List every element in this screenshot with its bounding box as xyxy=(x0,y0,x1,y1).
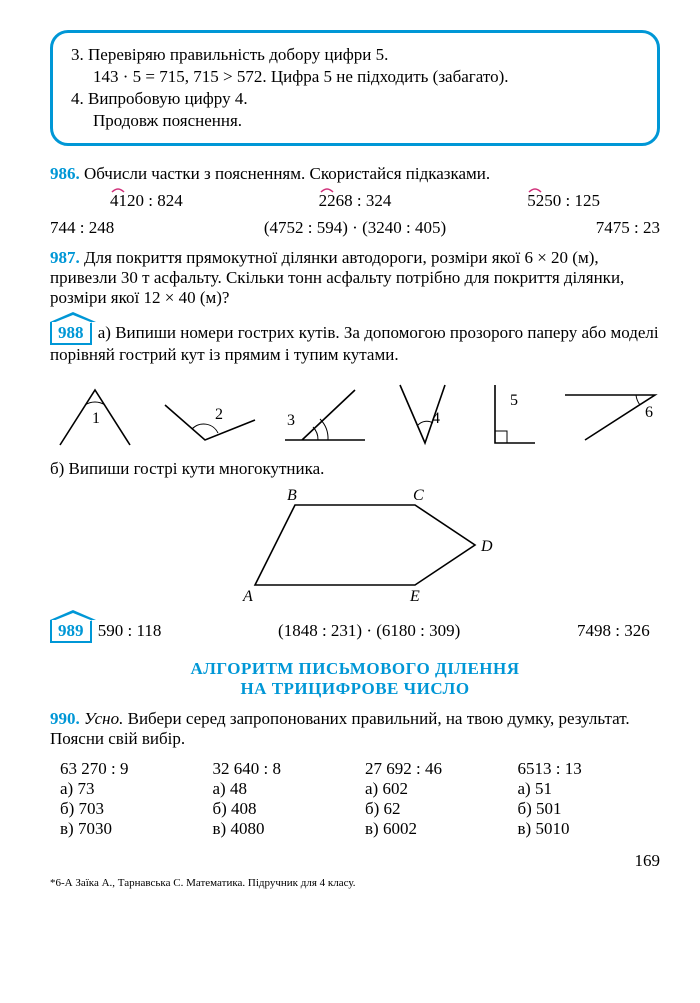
expr: 63 270 : 9 xyxy=(60,759,203,779)
home-icon: 989 xyxy=(50,620,92,643)
expr: 7498 : 326 xyxy=(577,621,650,641)
problem-text: а) Випиши номери гострих кутів. За допом… xyxy=(50,323,659,364)
problem-989: 989 590 : 118 (1848 : 231) · (6180 : 309… xyxy=(50,620,660,643)
opt: б) 62 xyxy=(365,799,508,819)
problem-987: 987. Для покриття прямокутної ділянки ав… xyxy=(50,248,660,308)
box-line: 4. Випробовую цифру 4. xyxy=(71,89,639,109)
opt: а) 48 xyxy=(213,779,356,799)
svg-text:6: 6 xyxy=(645,404,653,421)
svg-text:5: 5 xyxy=(510,392,518,409)
problem-text-b: б) Випиши гострі кути многокутника. xyxy=(50,459,660,479)
expr: (1848 : 231) · (6180 : 309) xyxy=(278,621,460,641)
problem-text: Для покриття прямокутної ділянки автодор… xyxy=(50,248,624,307)
expr: 590 : 118 xyxy=(98,621,162,641)
expr: 6513 : 13 xyxy=(518,759,661,779)
box-line: 3. Перевіряю правильність добору цифри 5… xyxy=(71,45,639,65)
opt: в) 7030 xyxy=(60,819,203,839)
expr: 32 640 : 8 xyxy=(213,759,356,779)
opt: а) 602 xyxy=(365,779,508,799)
opt: в) 4080 xyxy=(213,819,356,839)
opt: б) 703 xyxy=(60,799,203,819)
angles-figure: 1 2 3 4 5 6 xyxy=(50,375,660,449)
problem-990: 990. Усно. Вибери серед запропонованих п… xyxy=(50,709,660,839)
opt: а) 73 xyxy=(60,779,203,799)
opt: б) 501 xyxy=(518,799,661,819)
opt: б) 408 xyxy=(213,799,356,819)
expr: 7475 : 23 xyxy=(596,218,660,238)
svg-text:1: 1 xyxy=(92,410,100,427)
opt: а) 51 xyxy=(518,779,661,799)
expr: 744 : 248 xyxy=(50,218,114,238)
expr: 4120 : 824 xyxy=(110,191,183,211)
svg-text:C: C xyxy=(413,487,424,504)
problem-986: 986. Обчисли частки з поясненням. Скорис… xyxy=(50,164,660,238)
problem-number: 990. xyxy=(50,709,80,728)
problem-text: Обчисли частки з поясненням. Скористайся… xyxy=(84,164,490,183)
page-number: 169 xyxy=(50,851,660,871)
box-line: Продовж пояснення. xyxy=(71,111,639,131)
opt: в) 5010 xyxy=(518,819,661,839)
expr: 5250 : 125 xyxy=(527,191,600,211)
expr: 27 692 : 46 xyxy=(365,759,508,779)
problem-number: 987. xyxy=(50,248,80,267)
svg-text:2: 2 xyxy=(215,406,223,423)
opt: в) 6002 xyxy=(365,819,508,839)
svg-text:A: A xyxy=(242,588,253,605)
svg-text:D: D xyxy=(480,538,493,555)
box-line: 143 · 5 = 715, 715 > 572. Цифра 5 не під… xyxy=(71,67,639,87)
instruction-box: 3. Перевіряю правильність добору цифри 5… xyxy=(50,30,660,146)
svg-text:3: 3 xyxy=(287,412,295,429)
section-title: АЛГОРИТМ ПИСЬМОВОГО ДІЛЕННЯ НА ТРИЦИФРОВ… xyxy=(50,659,660,699)
problem-text: Вибери серед запропонованих правильний, … xyxy=(50,709,630,748)
svg-text:4: 4 xyxy=(432,410,440,427)
polygon-figure: A B C D E xyxy=(50,485,660,610)
problem-number: 986. xyxy=(50,164,80,183)
svg-text:B: B xyxy=(287,487,297,504)
footnote: *6-А Заїка А., Тарнавська С. Математика.… xyxy=(50,877,660,889)
svg-text:E: E xyxy=(409,588,420,605)
expr: 2268 : 324 xyxy=(319,191,392,211)
expr: (4752 : 594) · (3240 : 405) xyxy=(264,218,446,238)
problem-988: 988 а) Випиши номери гострих кутів. За д… xyxy=(50,322,660,610)
lead: Усно. xyxy=(84,709,123,728)
home-icon: 988 xyxy=(50,322,92,345)
